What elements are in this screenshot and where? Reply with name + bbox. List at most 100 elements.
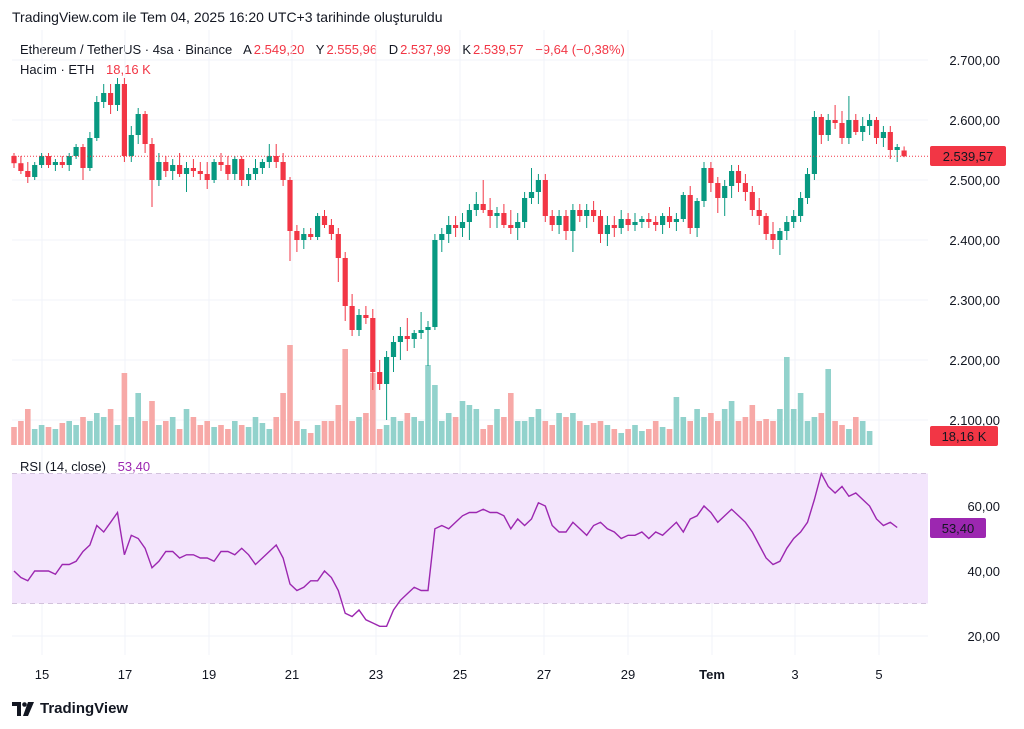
volume-bar xyxy=(94,413,100,445)
time-tick-label: 25 xyxy=(453,667,467,682)
volume-bar xyxy=(694,409,700,445)
volume-bar xyxy=(73,425,79,445)
candle-body xyxy=(190,168,196,171)
volume-value: 18,16 K xyxy=(106,62,151,77)
volume-bar xyxy=(25,409,31,445)
rsi-legend: RSI (14, close) 53,40 xyxy=(20,459,150,474)
candle-body xyxy=(73,147,79,156)
candle-body xyxy=(894,147,900,150)
candle-body xyxy=(522,198,528,222)
candle-body xyxy=(25,171,31,177)
candle-body xyxy=(377,372,383,384)
volume-bar xyxy=(556,413,562,445)
candle-body xyxy=(335,234,341,258)
volume-bar xyxy=(31,429,38,445)
volume-bar xyxy=(611,429,618,445)
volume-bar xyxy=(618,433,624,445)
rsi-line xyxy=(13,471,898,627)
candle-body xyxy=(515,222,521,228)
candle-body xyxy=(770,234,776,240)
candle-body xyxy=(749,192,755,210)
candle-body xyxy=(432,240,438,327)
volume-bar xyxy=(121,373,128,445)
candle-body xyxy=(825,120,831,135)
volume-bar xyxy=(577,421,583,445)
candle-body xyxy=(197,171,203,174)
close-label: K xyxy=(462,42,471,57)
candle-body xyxy=(549,216,555,225)
time-tick-label: 23 xyxy=(369,667,383,682)
candle-body xyxy=(59,162,65,165)
candle-body xyxy=(880,132,886,138)
candle-body xyxy=(108,93,114,105)
chart-created-caption: TradingView.com ile Tem 04, 2025 16:20 U… xyxy=(12,9,443,25)
candle-body xyxy=(87,138,93,168)
volume-bar xyxy=(563,417,569,445)
candle-body xyxy=(446,225,452,234)
volume-bar xyxy=(452,417,459,445)
candle-body xyxy=(342,258,348,306)
candle-body xyxy=(11,156,17,164)
candle-body xyxy=(673,219,679,222)
volume-bar xyxy=(604,425,611,445)
time-tick-label: 21 xyxy=(285,667,299,682)
candle-body xyxy=(356,315,362,330)
rsi-value: 53,40 xyxy=(117,459,151,474)
time-tick-label: 5 xyxy=(875,667,882,682)
candles xyxy=(11,78,907,420)
volume-bar xyxy=(445,413,452,445)
volume-bar xyxy=(687,421,693,445)
volume-bar xyxy=(287,345,293,445)
candle-body xyxy=(404,336,410,339)
tradingview-brand: TradingView xyxy=(40,700,129,717)
candle-body xyxy=(535,180,541,192)
volume-bar xyxy=(59,423,66,445)
candle-body xyxy=(246,174,252,180)
candle-body xyxy=(694,201,700,228)
tradingview-footer[interactable]: TradingView xyxy=(12,700,128,717)
volume-bar xyxy=(432,385,438,445)
volume-bar xyxy=(708,413,714,445)
volume-bar xyxy=(273,417,279,445)
time-tick-label: 3 xyxy=(791,667,798,682)
candle-body xyxy=(591,210,597,216)
volume-bar xyxy=(590,423,597,445)
volume-bar xyxy=(280,393,286,445)
volume-bar xyxy=(715,421,721,445)
volume-bar xyxy=(797,393,804,445)
candle-body xyxy=(584,210,590,216)
candle-body xyxy=(225,165,231,174)
candle-body xyxy=(715,183,721,198)
candle-body xyxy=(832,120,838,123)
candle-body xyxy=(94,102,100,138)
volume-bar xyxy=(487,425,493,445)
volume-bar xyxy=(784,357,790,445)
price-tick-label: 2.200,00 xyxy=(949,353,1000,368)
volume-bar xyxy=(770,421,776,445)
volume-bar xyxy=(749,405,756,445)
price-tick-label: 2.100,00 xyxy=(949,413,1000,428)
symbol-title[interactable]: Ethereum / TetherUS · 4sa · Binance xyxy=(20,42,233,57)
volume-bar xyxy=(156,425,162,445)
candle-body xyxy=(798,198,804,216)
rsi-tick-label: 40,00 xyxy=(967,564,1000,579)
rsi-badge: 53,40 xyxy=(930,518,986,538)
volume-bar xyxy=(659,427,666,445)
candle-body xyxy=(328,225,334,234)
volume-bar xyxy=(342,349,348,445)
rsi-label[interactable]: RSI (14, close) xyxy=(20,459,106,474)
candle-body xyxy=(252,168,259,174)
candle-body xyxy=(597,216,604,234)
volume-bar xyxy=(673,397,680,445)
volume-bar xyxy=(680,417,687,445)
volume-bar xyxy=(652,421,659,445)
volume-bar xyxy=(321,421,328,445)
candle-body xyxy=(528,192,535,198)
volume-label[interactable]: Hacim · ETH xyxy=(20,62,95,77)
volume-bar xyxy=(87,421,93,445)
volume-bar xyxy=(666,429,673,445)
candle-body xyxy=(149,144,155,180)
volume-bar xyxy=(397,421,404,445)
time-tick-label: Tem xyxy=(699,667,725,682)
